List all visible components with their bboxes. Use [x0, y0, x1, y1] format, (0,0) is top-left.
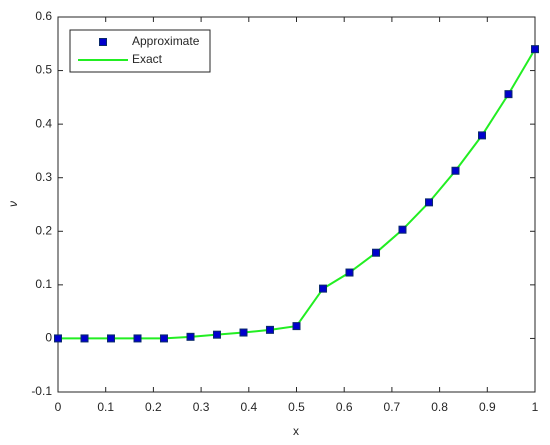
y-axis-label: ν [6, 201, 20, 207]
plot-area [57, 16, 536, 393]
marker [265, 325, 274, 334]
legend-label: Approximate [132, 34, 200, 48]
y-tick-label: 0 [45, 331, 52, 345]
marker [239, 328, 248, 337]
marker [345, 268, 354, 277]
marker [186, 332, 195, 341]
x-tick-label: 0.4 [240, 400, 257, 414]
marker [398, 225, 407, 234]
marker [54, 334, 62, 343]
marker [372, 248, 381, 257]
x-tick-label: 0.2 [145, 400, 162, 414]
y-tick-label: 0.6 [35, 9, 52, 23]
y-tick-label: 0.1 [35, 277, 52, 291]
legend [69, 29, 211, 73]
marker [159, 334, 168, 343]
y-tick-label: 0.2 [35, 223, 52, 237]
x-tick-label: 0.9 [479, 400, 496, 414]
legend-label: Exact [132, 52, 163, 66]
y-tick-label: 0.5 [35, 63, 52, 77]
x-tick-label: 0.8 [431, 400, 448, 414]
marker [478, 131, 487, 140]
y-tick-label: 0.3 [35, 170, 52, 184]
x-tick-label: 0.6 [336, 400, 353, 414]
x-tick-label: 0.5 [288, 400, 305, 414]
marker [531, 45, 539, 54]
x-tick-label: 0 [55, 400, 62, 414]
y-tick-label: 0.4 [35, 116, 52, 130]
marker [292, 322, 301, 331]
marker [212, 330, 221, 339]
marker [319, 284, 328, 293]
marker [133, 334, 142, 343]
y-tick-label: -0.1 [31, 384, 52, 398]
x-tick-label: 0.7 [384, 400, 401, 414]
x-tick-label: 0.1 [97, 400, 114, 414]
marker [106, 334, 115, 343]
marker [451, 166, 460, 175]
x-tick-label: 0.3 [193, 400, 210, 414]
marker [504, 90, 513, 99]
marker [80, 334, 89, 343]
x-axis-label: x [293, 424, 299, 438]
x-tick-label: 1 [532, 400, 539, 414]
legend-marker [99, 38, 107, 46]
marker [425, 198, 434, 207]
